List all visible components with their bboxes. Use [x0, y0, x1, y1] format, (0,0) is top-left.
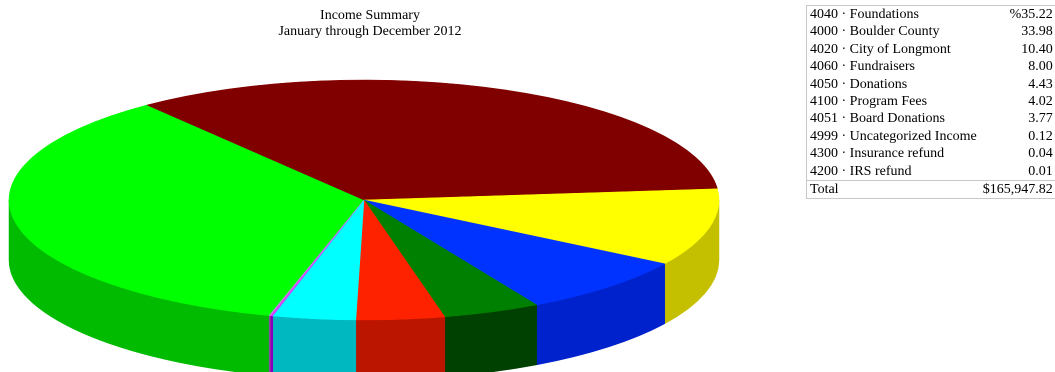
pie-top [8, 79, 720, 321]
legend-label: 4040 · Foundations [810, 7, 919, 22]
legend-label: 4051 · Board Donations [810, 111, 945, 127]
pie-slice-2 [146, 79, 718, 201]
legend-row: 4050 · Donations 4.43 [807, 76, 1055, 93]
legend-label: 4060 · Fundraisers [810, 59, 915, 75]
legend-label: 4000 · Boulder County [810, 24, 940, 40]
legend-value: 33.98 [1021, 24, 1053, 40]
pie-chart [8, 79, 720, 372]
legend-total-label: Total [807, 180, 980, 199]
legend-row: 4040 · Foundations %35.22 [807, 6, 1055, 23]
pie-slice-3 [363, 188, 720, 265]
legend-row: 4100 · Program Fees 4.02 [807, 93, 1055, 110]
legend-label: 4100 · Program Fees [810, 94, 928, 110]
legend-value: %35.22 [1009, 7, 1053, 22]
legend-label: 4300 · Insurance refund [810, 146, 945, 162]
legend-label: 4050 · Donations [810, 76, 908, 92]
pie-side-8 [269, 315, 274, 372]
legend-row: 4300 · Insurance refund 0.04 [807, 145, 1055, 162]
legend-table: 4040 · Foundations %35.22 4000 · Boulder C… [807, 6, 1055, 199]
legend-value: 3.77 [1028, 111, 1053, 127]
legend-total-row: Total $165,947.82 [807, 180, 1055, 199]
pie-side-6 [355, 316, 446, 372]
legend-value: 0.04 [1028, 146, 1053, 162]
chart-subtitle: January through December 2012 [278, 24, 462, 39]
legend-value: 10.40 [1021, 41, 1053, 57]
pie-slice-4 [363, 199, 666, 306]
legend-row: 4060 · Fundraisers 8.00 [807, 58, 1055, 75]
pie-side-walls [8, 199, 720, 372]
legend-value: 8.00 [1028, 59, 1053, 75]
legend-row: 4020 · City of Longmont 10.40 [807, 41, 1055, 58]
pie-slice-1 [8, 104, 365, 316]
chart-title: Income Summary [320, 8, 420, 23]
legend-value: 0.12 [1028, 128, 1053, 144]
chart-title-block: Income Summary January through December … [220, 8, 520, 40]
pie-slice-10 [268, 199, 365, 316]
legend-row: 4000 · Boulder County 33.98 [807, 23, 1055, 40]
legend-row: 4999 · Uncategorized Income 0.12 [807, 128, 1055, 145]
legend: 4040 · Foundations %35.22 4000 · Boulder C… [806, 5, 1055, 200]
legend-row: 4200 · IRS refund 0.01 [807, 163, 1055, 181]
legend-label: 4999 · Uncategorized Income [810, 128, 977, 144]
legend-value: 0.01 [1028, 163, 1053, 179]
legend-value: 4.02 [1028, 94, 1053, 110]
legend-row: 4051 · Board Donations 3.77 [807, 110, 1055, 127]
legend-total-value: $165,947.82 [979, 180, 1055, 199]
pie-side-7 [272, 315, 357, 372]
legend-label: 4020 · City of Longmont [810, 41, 951, 57]
legend-label: 4200 · IRS refund [810, 163, 912, 179]
legend-value: 4.43 [1028, 76, 1053, 92]
